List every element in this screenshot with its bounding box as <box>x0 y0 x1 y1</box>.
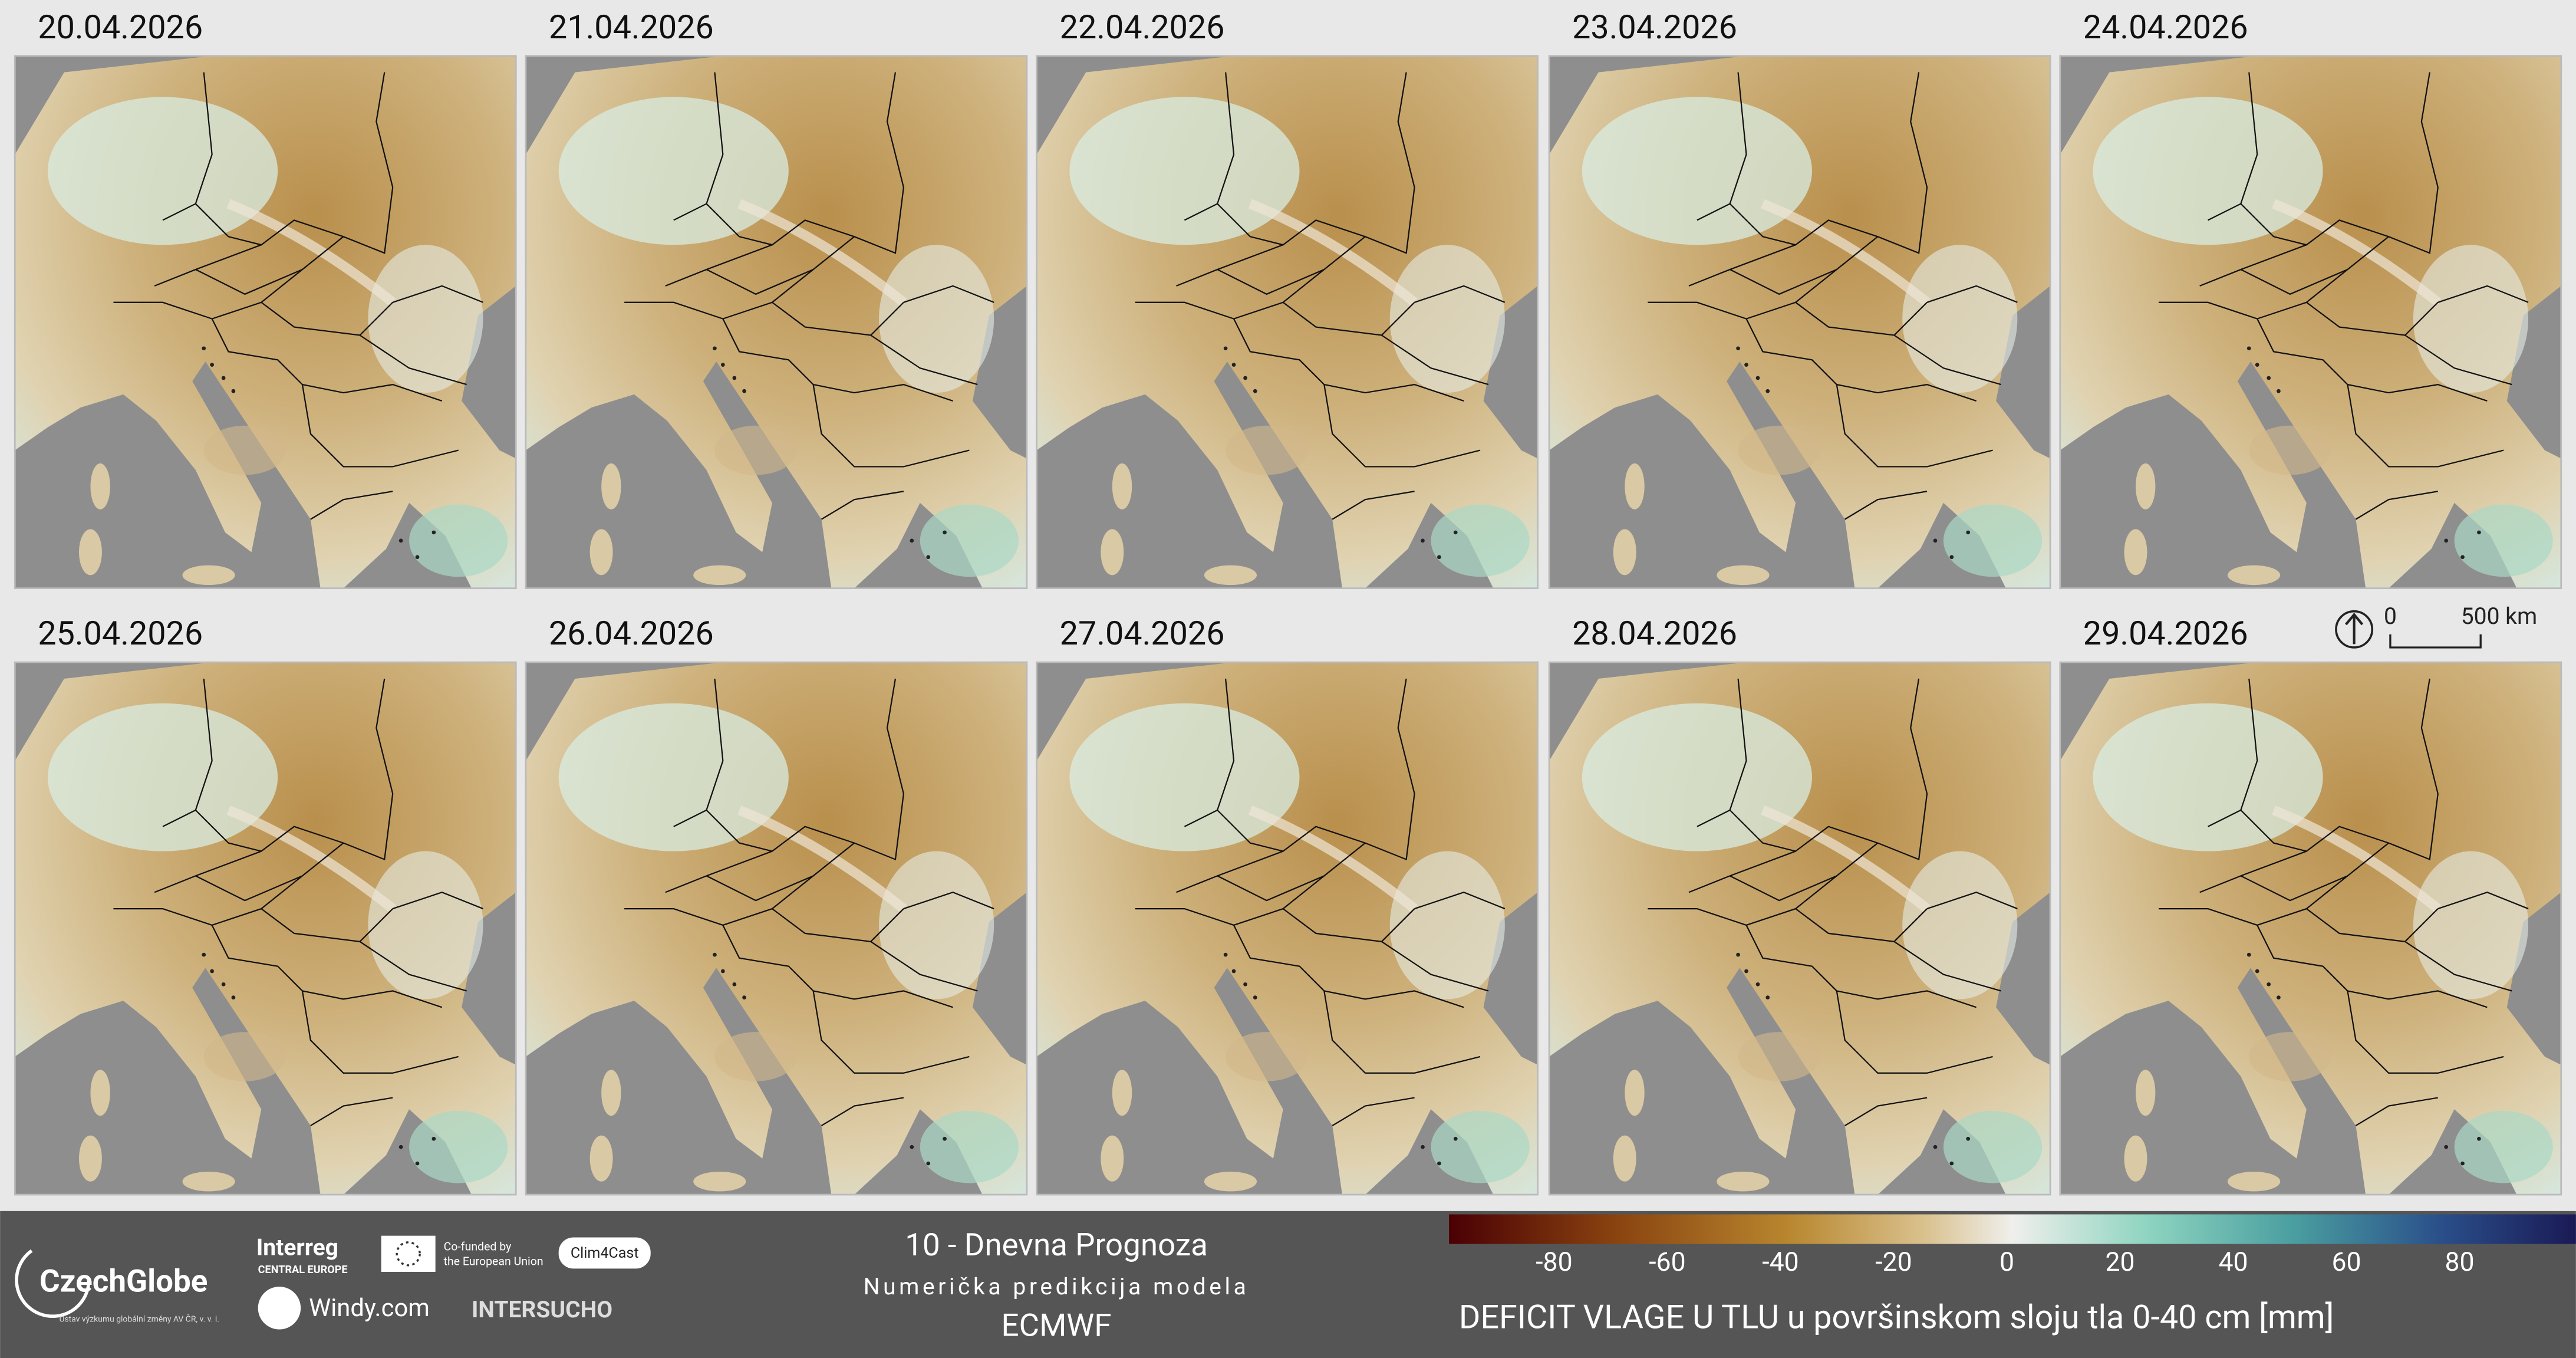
panel-date: 29.04.2026 <box>2083 614 2248 653</box>
map-panel: 25.04.2026 <box>15 614 516 1195</box>
north-arrow-head <box>2345 612 2364 645</box>
panel-date: 23.04.2026 <box>1572 8 1737 47</box>
footer-subtitle: Numerička predikcija modela <box>864 1273 1250 1300</box>
map-frame <box>1036 55 1539 590</box>
map-panel: 20.04.2026 <box>15 8 516 588</box>
panel-date: 26.04.2026 <box>549 614 714 653</box>
colorbar-tick-label: 40 <box>2218 1247 2248 1277</box>
forecast-map <box>15 662 516 1195</box>
forecast-map <box>2060 56 2561 588</box>
scale-start: 0 <box>2384 603 2397 630</box>
eu-text-1: Co-funded by <box>444 1239 512 1253</box>
forecast-map <box>526 662 1027 1195</box>
forecast-map <box>1549 56 2050 588</box>
map-frame <box>14 55 517 590</box>
colorbar-tick-label: 60 <box>2331 1247 2361 1277</box>
forecast-map <box>526 56 1027 588</box>
colorbar-ticks: -80 -60 -40 -20 0 20 40 60 80 <box>1536 1247 2474 1277</box>
colorbar-tick-label: -20 <box>1875 1247 1912 1277</box>
eu-stars <box>396 1241 421 1267</box>
map-frame <box>14 661 517 1196</box>
panel-date: 24.04.2026 <box>2083 8 2248 47</box>
panel-date: 20.04.2026 <box>38 8 203 47</box>
logos: CzechGlobe Ústav výzkumu globální změny … <box>15 1234 651 1330</box>
map-panel: 28.04.2026 <box>1549 614 2050 1195</box>
scale-end: 500 km <box>2461 603 2537 630</box>
north-arrow <box>2335 610 2374 649</box>
panel-date: 21.04.2026 <box>549 8 714 47</box>
footer-title: 10 - Dnevna Prognoza <box>905 1227 1208 1263</box>
legend-title: DEFICIT VLAGE U TLU u površinskom sloju … <box>1459 1298 2334 1337</box>
panel-date: 27.04.2026 <box>1060 614 1225 653</box>
intersucho-logo: INTERSUCHO <box>472 1296 612 1323</box>
forecast-map <box>1037 662 1538 1195</box>
colorbar-tick-label: -40 <box>1762 1247 1798 1277</box>
colorbar-tick-label: -60 <box>1649 1247 1685 1277</box>
colorbar <box>1449 1214 2576 1244</box>
colorbar-tick-label: 80 <box>2445 1247 2474 1277</box>
map-panel: 21.04.2026 <box>526 8 1027 588</box>
map-panel: 22.04.2026 <box>1037 8 1538 588</box>
forecast-map <box>1037 56 1538 588</box>
panel-date: 25.04.2026 <box>38 614 203 653</box>
czechglobe-icon <box>15 1242 91 1318</box>
windy-logo: Windy.com <box>309 1294 430 1323</box>
map-panel: 26.04.2026 <box>526 614 1027 1195</box>
colorbar-tick-label: 0 <box>1999 1247 2014 1277</box>
eu-text-2: the European Union <box>444 1254 543 1268</box>
windy-icon <box>258 1287 301 1330</box>
clim4cast-badge <box>558 1237 651 1269</box>
scale-bar: 0 500 km <box>2335 603 2537 649</box>
panel-grid: 20.04.2026 21.04.2026 22.04.2026 23.04.2026… <box>15 8 2561 1195</box>
czechglobe-logo: CzechGlobe <box>39 1262 207 1299</box>
map-frame <box>525 661 1028 1196</box>
scale-line <box>2389 634 2482 649</box>
colorbar-tick-label: -80 <box>1536 1247 1572 1277</box>
map-panel: 29.04.2026 <box>2060 614 2561 1195</box>
panel-date: 28.04.2026 <box>1572 614 1737 653</box>
map-panel: 24.04.2026 <box>2060 8 2561 588</box>
forecast-map <box>15 56 516 588</box>
forecast-map <box>1549 662 2050 1195</box>
map-panel: 27.04.2026 <box>1037 614 1538 1195</box>
clim4cast-logo: Clim4Cast <box>571 1245 639 1262</box>
panel-date: 22.04.2026 <box>1060 8 1225 47</box>
eu-flag <box>381 1235 436 1272</box>
map-frame <box>1036 661 1539 1196</box>
map-panel: 23.04.2026 <box>1549 8 2050 588</box>
interreg-logo: Interreg <box>256 1234 338 1261</box>
forecast-map <box>2060 662 2561 1195</box>
map-frame <box>2059 661 2562 1196</box>
map-frame <box>1548 661 2051 1196</box>
interreg-sub: CENTRAL EUROPE <box>258 1264 348 1276</box>
map-frame <box>2059 55 2562 590</box>
czechglobe-sub: Ústav výzkumu globální změny AV ČR, v. v… <box>59 1313 219 1324</box>
colorbar-tick-label: 20 <box>2105 1247 2134 1277</box>
map-frame <box>1548 55 2051 590</box>
map-frame <box>525 55 1028 590</box>
footer-model: ECMWF <box>1002 1307 1112 1344</box>
